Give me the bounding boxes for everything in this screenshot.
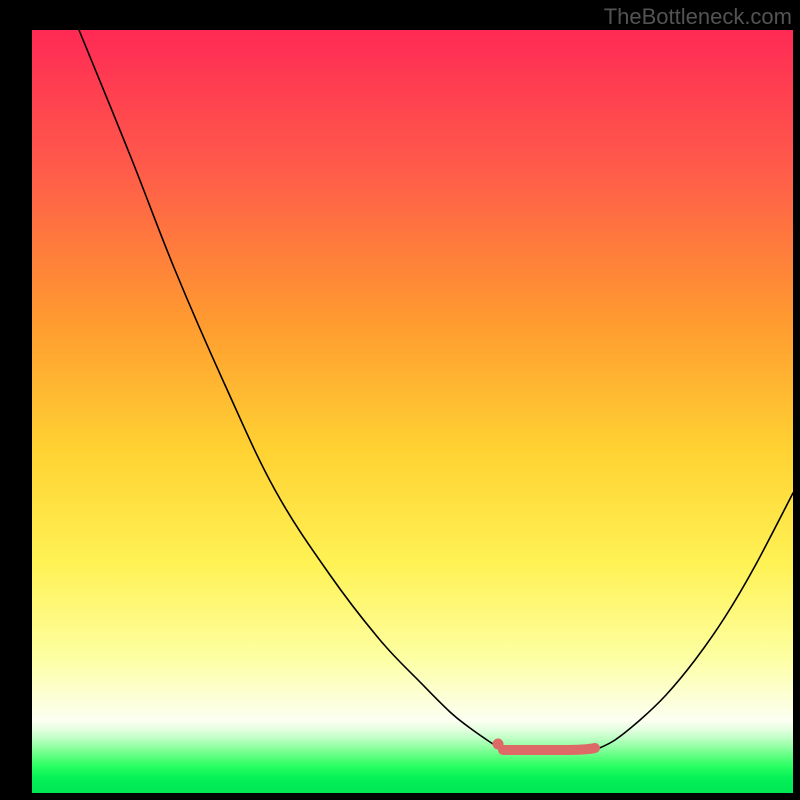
plot-background — [32, 30, 793, 793]
bottleneck-chart — [0, 0, 800, 800]
chart-canvas: TheBottleneck.com — [0, 0, 800, 800]
highlight-segment — [503, 748, 595, 750]
watermark-text: TheBottleneck.com — [604, 4, 792, 30]
